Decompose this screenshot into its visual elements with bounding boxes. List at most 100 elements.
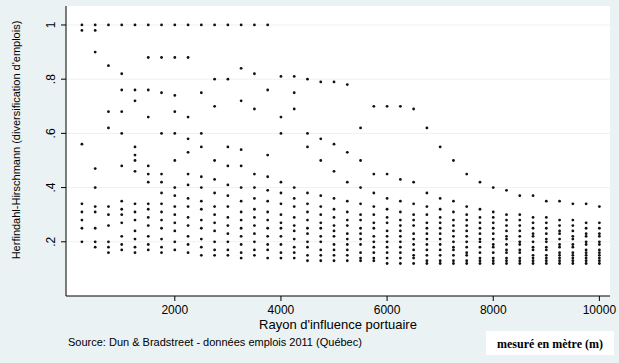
grid-line xyxy=(66,79,610,80)
point xyxy=(134,238,137,241)
point xyxy=(412,224,415,227)
point xyxy=(147,243,150,246)
point xyxy=(425,232,428,235)
point xyxy=(107,110,110,113)
x-tick-label: 2000 xyxy=(161,303,188,317)
y-tick xyxy=(61,24,66,25)
point xyxy=(147,249,150,252)
point xyxy=(412,108,415,111)
point xyxy=(492,262,495,265)
point xyxy=(293,216,296,219)
point xyxy=(319,235,322,238)
point xyxy=(280,251,283,254)
point xyxy=(505,224,508,227)
point xyxy=(505,189,508,192)
point xyxy=(187,216,190,219)
point xyxy=(253,186,256,189)
point xyxy=(359,243,362,246)
point xyxy=(545,238,548,241)
point xyxy=(213,159,216,162)
point xyxy=(94,205,97,208)
point xyxy=(160,192,163,195)
x-tick-label: 4000 xyxy=(268,303,295,317)
point xyxy=(160,173,163,176)
point xyxy=(319,249,322,252)
point xyxy=(319,213,322,216)
point xyxy=(120,165,123,168)
point xyxy=(306,254,309,257)
point xyxy=(372,257,375,260)
point xyxy=(545,200,548,203)
point xyxy=(465,262,468,265)
point xyxy=(425,227,428,230)
point xyxy=(412,249,415,252)
point xyxy=(213,230,216,233)
point xyxy=(240,235,243,238)
point xyxy=(293,251,296,254)
point xyxy=(333,259,336,262)
point xyxy=(173,24,176,27)
point xyxy=(306,227,309,230)
point xyxy=(94,51,97,54)
point xyxy=(386,173,389,176)
point xyxy=(439,232,442,235)
point xyxy=(425,249,428,252)
point xyxy=(253,208,256,211)
y-axis-label: Herfindahl-Hirschmann (diversification d… xyxy=(10,21,22,260)
point xyxy=(187,251,190,254)
point xyxy=(226,254,229,257)
point xyxy=(372,221,375,224)
y-tick-label: 1 xyxy=(44,21,58,28)
point xyxy=(452,254,455,257)
point xyxy=(558,230,561,233)
point xyxy=(399,219,402,222)
x-tick xyxy=(493,296,494,301)
point xyxy=(399,230,402,233)
point xyxy=(439,259,442,262)
point xyxy=(333,143,336,146)
point xyxy=(120,72,123,75)
point xyxy=(518,262,521,265)
point xyxy=(372,246,375,249)
point xyxy=(412,238,415,241)
point xyxy=(134,89,137,92)
point xyxy=(359,219,362,222)
point xyxy=(425,205,428,208)
point xyxy=(200,219,203,222)
point xyxy=(505,213,508,216)
point xyxy=(107,224,110,227)
point xyxy=(465,254,468,257)
point xyxy=(266,175,269,178)
point xyxy=(545,259,548,262)
point xyxy=(333,254,336,257)
point xyxy=(479,232,482,235)
point xyxy=(253,173,256,176)
point xyxy=(173,56,176,59)
point xyxy=(293,230,296,233)
point xyxy=(200,24,203,27)
point xyxy=(465,219,468,222)
point xyxy=(532,240,535,243)
point xyxy=(187,137,190,140)
point xyxy=(187,56,190,59)
point xyxy=(213,221,216,224)
point xyxy=(240,99,243,102)
point xyxy=(465,213,468,216)
point xyxy=(266,235,269,238)
point xyxy=(518,224,521,227)
point xyxy=(240,257,243,260)
point xyxy=(465,230,468,233)
point xyxy=(306,232,309,235)
point xyxy=(425,192,428,195)
grid-line xyxy=(66,133,610,134)
point xyxy=(492,257,495,260)
point xyxy=(558,232,561,235)
point xyxy=(598,232,601,235)
point xyxy=(134,24,137,27)
point xyxy=(333,235,336,238)
x-axis xyxy=(66,296,610,297)
point xyxy=(107,24,110,27)
point xyxy=(187,183,190,186)
point xyxy=(585,262,588,265)
point xyxy=(346,219,349,222)
